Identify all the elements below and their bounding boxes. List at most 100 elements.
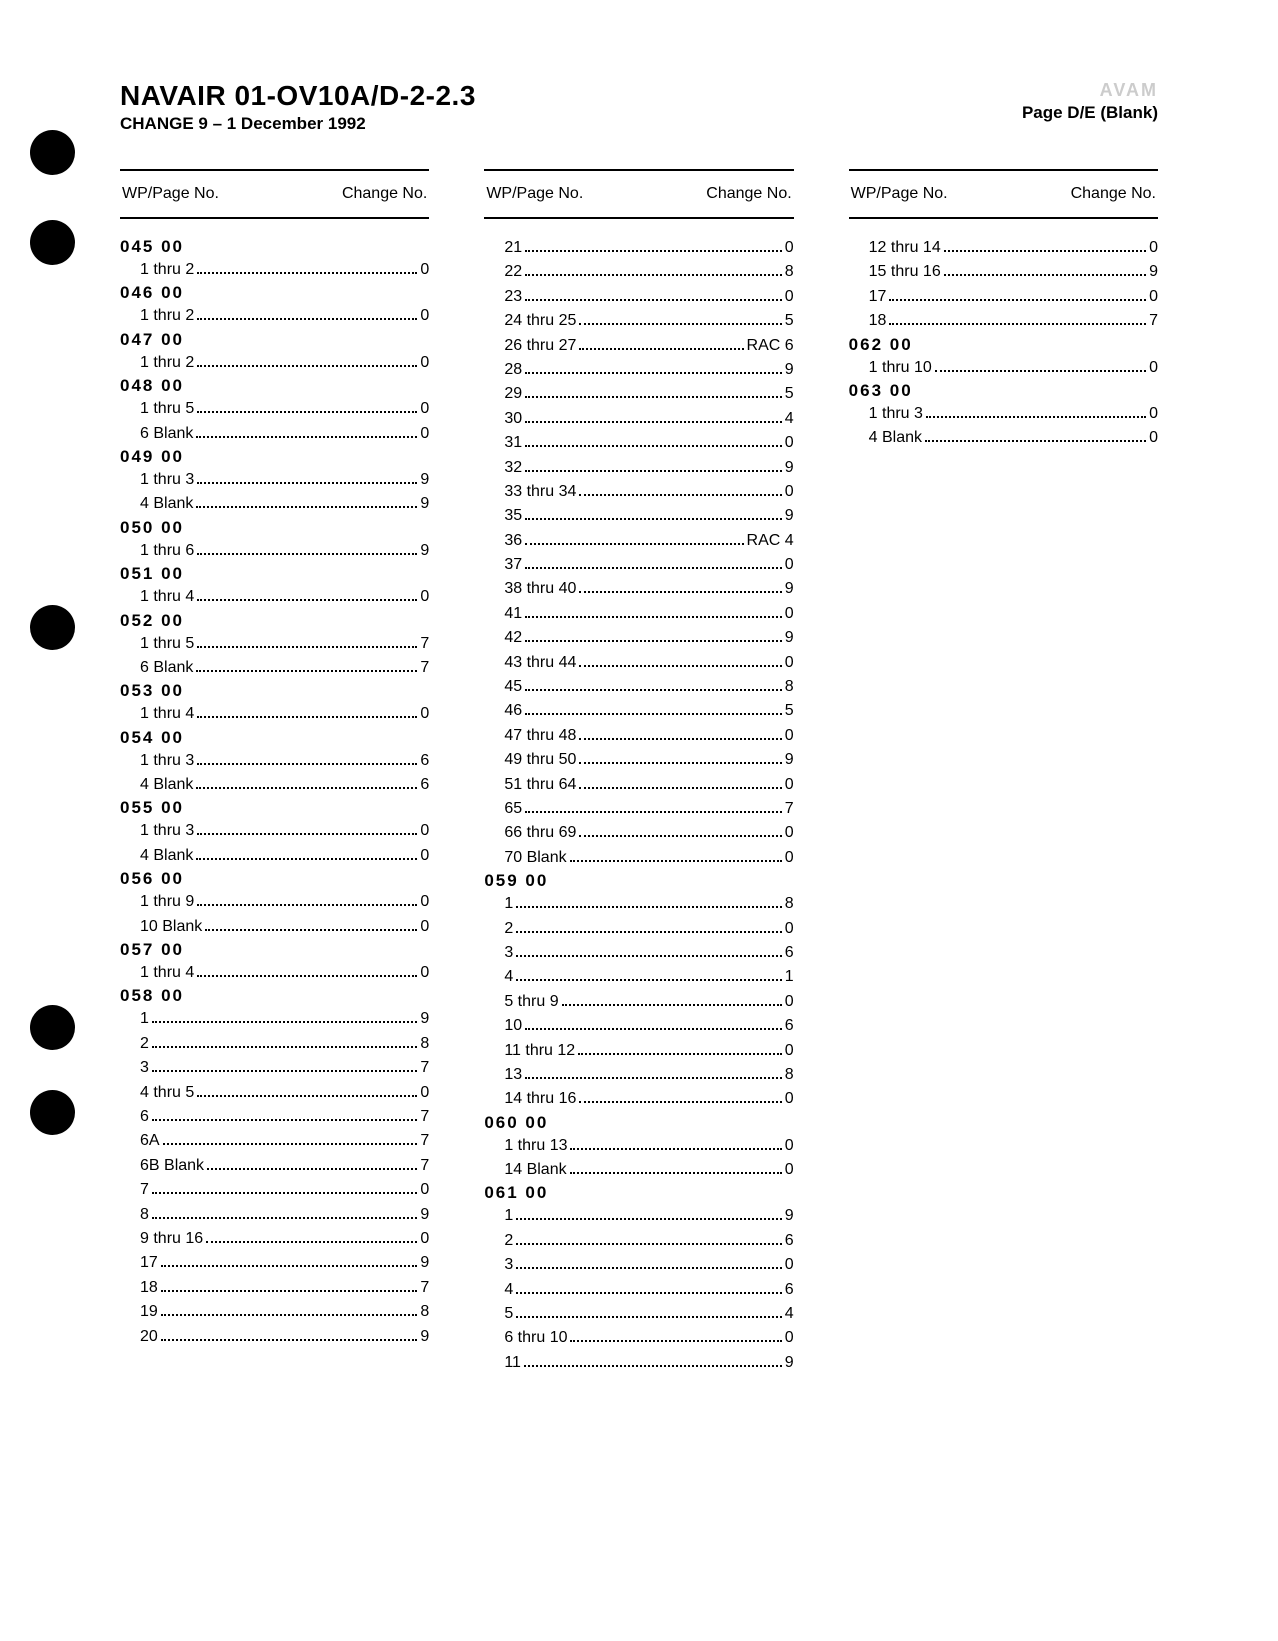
entry-label: 51 thru 64 [504, 774, 576, 796]
page-entry: 54 [484, 1303, 793, 1325]
entry-label: 1 thru 10 [869, 357, 932, 379]
entry-label: 1 [504, 1205, 513, 1227]
section-header: 047 00 [120, 330, 429, 350]
entry-value: 0 [420, 1179, 429, 1201]
entry-label: 3 [140, 1057, 149, 1079]
page-entry: 187 [849, 310, 1158, 332]
punch-hole [30, 220, 75, 265]
entry-label: 6 [140, 1106, 149, 1128]
ghost-artifact [849, 999, 1158, 1017]
page-entry: 5 thru 90 [484, 991, 793, 1013]
entry-value: 9 [785, 578, 794, 600]
page-label: Page D/E (Blank) [1022, 103, 1158, 123]
section-header: 050 00 [120, 518, 429, 538]
entry-value: 0 [420, 586, 429, 608]
ghost-artifact [849, 810, 1158, 828]
page-entry: 295 [484, 383, 793, 405]
page-entry: 28 [120, 1033, 429, 1055]
page-entry: 4 thru 50 [120, 1082, 429, 1104]
entry-dots [944, 274, 1146, 276]
entry-label: 37 [504, 554, 522, 576]
entry-value: 0 [785, 991, 794, 1013]
entry-dots [516, 1218, 782, 1220]
entry-label: 6 Blank [140, 423, 193, 445]
page-entry: 210 [484, 237, 793, 259]
ghost-artifact [849, 726, 1158, 744]
page-entry: 4 Blank9 [120, 493, 429, 515]
entry-label: 3 [504, 942, 513, 964]
entry-value: 9 [420, 1326, 429, 1348]
entry-dots [525, 616, 782, 618]
document-subtitle: CHANGE 9 – 1 December 1992 [120, 114, 1022, 134]
entry-value: 0 [420, 1228, 429, 1250]
entry-label: 1 thru 9 [140, 891, 194, 913]
page-entry: 1 thru 36 [120, 750, 429, 772]
entry-value: 0 [420, 845, 429, 867]
page-entry: 14 thru 160 [484, 1088, 793, 1110]
column-1: WP/Page No.Change No.045 001 thru 20046 … [120, 169, 429, 1376]
entry-value: 4 [785, 1303, 794, 1325]
page-entry: 1 thru 20 [120, 305, 429, 327]
entry-value: 0 [420, 891, 429, 913]
page-entry: 170 [849, 286, 1158, 308]
entry-label: 11 thru 12 [504, 1040, 575, 1062]
entry-value: 0 [785, 1254, 794, 1276]
entry-label: 17 [140, 1252, 158, 1274]
entry-label: 36 [504, 530, 522, 552]
page-entry: 41 [484, 966, 793, 988]
entry-value: 9 [785, 627, 794, 649]
section-header: 046 00 [120, 283, 429, 303]
entry-label: 1 thru 13 [504, 1135, 567, 1157]
ghost-artifact [849, 978, 1158, 996]
entry-dots [163, 1143, 418, 1145]
page-entry: 38 thru 40 9 [484, 578, 793, 600]
page-entry: 12 thru 140 [849, 237, 1158, 259]
ghost-artifact [849, 957, 1158, 975]
entry-label: 18 [869, 310, 887, 332]
entry-dots [197, 646, 417, 648]
entry-label: 4 [504, 966, 513, 988]
page-entry: 119 [484, 1352, 793, 1374]
column-header: WP/Page No.Change No. [120, 169, 429, 219]
page-entry: 1 thru 40 [120, 586, 429, 608]
entry-dots [570, 860, 782, 862]
entry-label: 4 thru 5 [140, 1082, 194, 1104]
entry-label: 1 thru 3 [869, 403, 923, 425]
entry-label: 2 [140, 1033, 149, 1055]
section-header: 051 00 [120, 564, 429, 584]
entry-dots [516, 931, 782, 933]
page-entry: 1 thru 39 [120, 469, 429, 491]
entry-value: 7 [420, 1106, 429, 1128]
page-entry: 198 [120, 1301, 429, 1323]
entry-label: 17 [869, 286, 887, 308]
entry-value: 0 [785, 822, 794, 844]
entry-dots [525, 640, 782, 642]
entry-value: 0 [785, 725, 794, 747]
entry-label: 1 thru 2 [140, 259, 194, 281]
entry-value: 0 [785, 1159, 794, 1181]
entry-value: 0 [420, 703, 429, 725]
ghost-artifact [849, 789, 1158, 807]
entry-value: 0 [420, 820, 429, 842]
page-entry: 15 thru 169 [849, 261, 1158, 283]
entry-value: RAC 4 [747, 530, 794, 552]
section-header: 061 00 [484, 1183, 793, 1203]
header-left: NAVAIR 01-OV10A/D-2-2.3 CHANGE 9 – 1 Dec… [120, 80, 1022, 134]
entry-dots [925, 440, 1146, 442]
entry-label: 7 [140, 1179, 149, 1201]
entry-dots [516, 979, 782, 981]
entry-label: 38 thru 40 [504, 578, 576, 600]
punch-hole [30, 130, 75, 175]
page-entry: 11 thru 120 [484, 1040, 793, 1062]
page-entry: 37 [120, 1057, 429, 1079]
entry-dots [525, 567, 782, 569]
entry-dots [197, 318, 417, 320]
punch-hole [30, 1090, 75, 1135]
document-header: NAVAIR 01-OV10A/D-2-2.3 CHANGE 9 – 1 Dec… [120, 80, 1158, 134]
page-entry: 310 [484, 432, 793, 454]
entry-value: 6 [785, 942, 794, 964]
entry-dots [196, 506, 417, 508]
entry-label: 4 Blank [140, 845, 193, 867]
page-entry: 289 [484, 359, 793, 381]
entry-value: 6 [785, 1279, 794, 1301]
